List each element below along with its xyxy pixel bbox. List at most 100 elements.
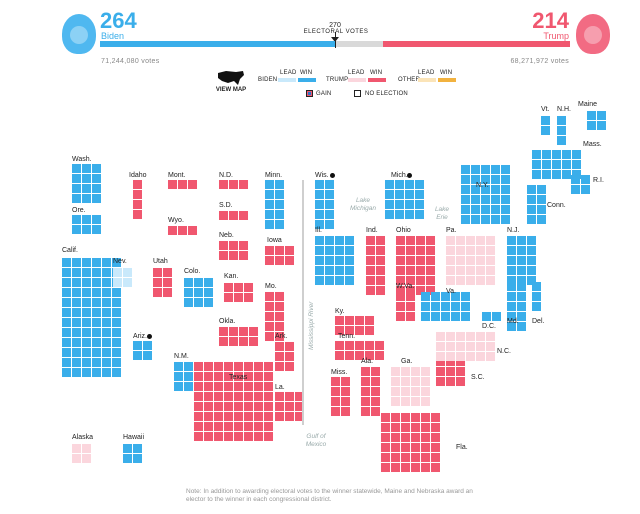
electoral-vote-cell [411, 377, 420, 386]
electoral-vote-cell [72, 184, 81, 193]
electoral-vote-cell [421, 292, 430, 301]
electoral-vote-cell [234, 283, 243, 292]
electoral-vote-cell [239, 337, 248, 346]
state-mass[interactable] [532, 150, 581, 179]
electoral-vote-cell [416, 266, 425, 275]
electoral-vote-cell [486, 276, 495, 285]
view-map-button[interactable]: VIEW MAP [215, 87, 247, 93]
state-conn[interactable] [527, 185, 546, 224]
electoral-vote-cell [461, 195, 470, 204]
state-ore[interactable] [72, 215, 101, 234]
state-tenn[interactable] [335, 341, 384, 360]
state-neb[interactable] [219, 241, 248, 260]
state-dc[interactable] [482, 312, 501, 321]
electoral-vote-cell [461, 165, 470, 174]
state-label-conn: Conn. [547, 202, 566, 209]
electoral-vote-cell [174, 382, 183, 391]
state-alaska[interactable] [72, 444, 91, 463]
electoral-vote-cell [275, 342, 284, 351]
state-nm[interactable] [174, 362, 193, 391]
state-vt[interactable] [541, 116, 550, 135]
state-pa[interactable] [446, 236, 495, 285]
electoral-vote-cell [72, 348, 81, 357]
state-mont[interactable] [168, 180, 197, 189]
state-fla[interactable] [381, 413, 440, 472]
state-kan[interactable] [224, 283, 253, 302]
state-miss[interactable] [331, 377, 350, 416]
state-ri[interactable] [571, 175, 590, 194]
state-wva[interactable] [396, 292, 415, 321]
state-ala[interactable] [361, 367, 380, 416]
electoral-vote-cell [102, 318, 111, 327]
electoral-vote-cell [229, 337, 238, 346]
state-ga[interactable] [391, 367, 430, 406]
electoral-vote-cell [446, 246, 455, 255]
state-okla[interactable] [219, 327, 258, 346]
state-utah[interactable] [153, 268, 172, 297]
state-calif[interactable] [62, 258, 121, 377]
state-nd[interactable] [219, 180, 248, 189]
state-mo[interactable] [265, 292, 284, 341]
electoral-vote-cell [112, 288, 121, 297]
state-md[interactable] [507, 282, 526, 331]
electoral-vote-cell [375, 341, 384, 350]
state-va[interactable] [421, 292, 470, 321]
state-ariz[interactable] [133, 341, 152, 360]
electoral-vote-cell [501, 165, 510, 174]
electoral-vote-cell [486, 332, 495, 341]
electoral-vote-cell [426, 256, 435, 265]
electoral-vote-cell [401, 423, 410, 432]
state-label-wis: Wis. [315, 172, 329, 179]
electoral-vote-cell [62, 288, 71, 297]
electoral-vote-cell [405, 200, 414, 209]
state-nh[interactable] [557, 116, 566, 145]
state-ark[interactable] [275, 342, 294, 371]
electoral-vote-cell [102, 308, 111, 317]
electoral-vote-cell [194, 422, 203, 431]
state-nev[interactable] [113, 268, 132, 287]
electoral-vote-cell [184, 288, 193, 297]
state-sc[interactable] [436, 357, 465, 386]
state-ill[interactable] [315, 236, 354, 285]
state-wis[interactable] [315, 180, 334, 229]
state-nc[interactable] [436, 332, 495, 361]
electoral-vote-cell [401, 453, 410, 462]
electoral-vote-cell [229, 327, 238, 336]
electoral-vote-cell [486, 342, 495, 351]
state-ky[interactable] [335, 316, 374, 335]
electoral-vote-cell [416, 276, 425, 285]
state-ny[interactable] [461, 165, 510, 224]
electoral-vote-cell [92, 174, 101, 183]
state-sd[interactable] [219, 211, 248, 220]
electoral-vote-cell [153, 268, 162, 277]
electoral-vote-cell [112, 298, 121, 307]
electoral-vote-cell [421, 433, 430, 442]
us-map-icon[interactable] [216, 69, 246, 87]
electoral-vote-cell [527, 266, 536, 275]
state-maine[interactable] [587, 111, 606, 130]
state-la[interactable] [275, 392, 304, 421]
state-wash[interactable] [72, 164, 101, 203]
electoral-vote-cell [72, 298, 81, 307]
electoral-vote-cell [572, 150, 581, 159]
state-texas[interactable] [194, 362, 273, 441]
state-ohio[interactable] [396, 236, 435, 295]
electoral-vote-cell [376, 256, 385, 265]
state-idaho[interactable] [133, 180, 142, 219]
state-iowa[interactable] [265, 246, 294, 265]
state-mich[interactable] [385, 180, 424, 219]
state-hawaii[interactable] [123, 444, 142, 463]
electoral-vote-cell [461, 215, 470, 224]
electoral-vote-cell [527, 256, 536, 265]
legend-no-election-swatch [354, 90, 361, 97]
state-ind[interactable] [366, 236, 385, 295]
state-colo[interactable] [184, 278, 213, 307]
electoral-vote-cell [325, 256, 334, 265]
electoral-vote-cell [133, 444, 142, 453]
state-minn[interactable] [265, 180, 284, 229]
state-del[interactable] [532, 282, 541, 311]
state-wyo[interactable] [168, 226, 197, 235]
state-nj[interactable] [507, 236, 536, 285]
electoral-vote-cell [82, 215, 91, 224]
electoral-vote-cell [204, 288, 213, 297]
